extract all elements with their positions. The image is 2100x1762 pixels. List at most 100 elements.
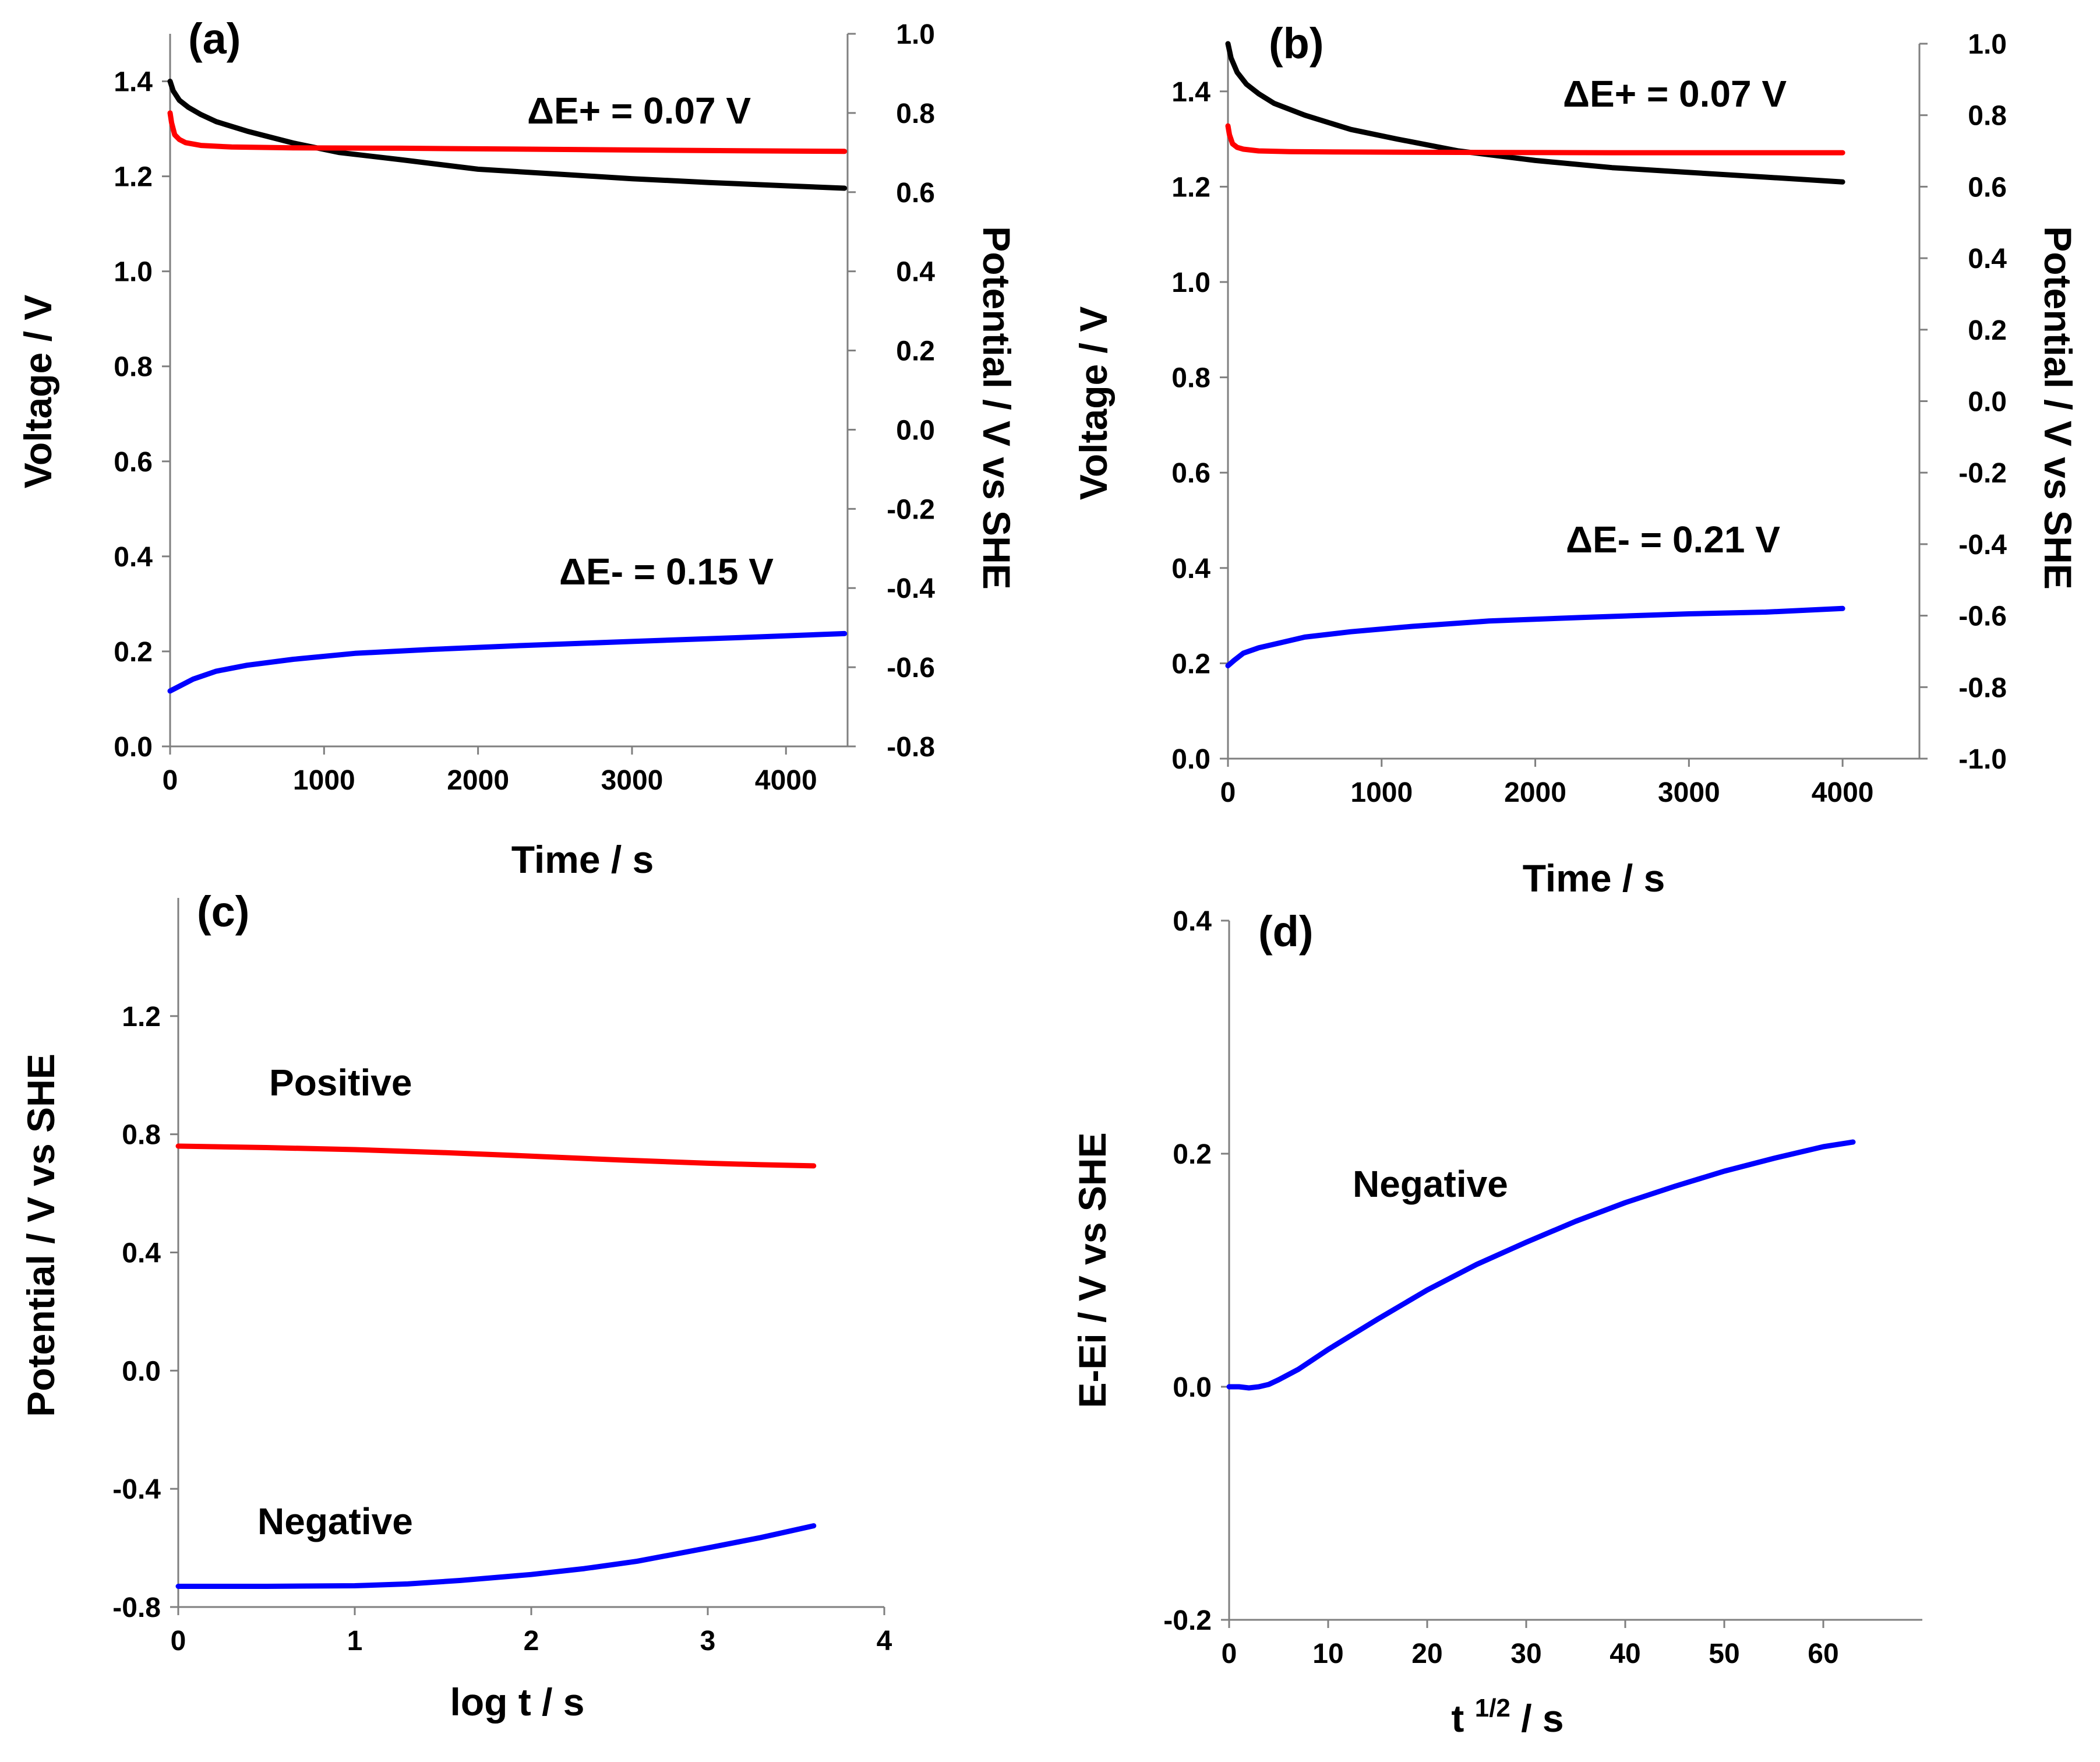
y2-tick-label: 1.0 [1968, 29, 2007, 60]
x-tick-label: 4 [877, 1626, 892, 1657]
x-tick-label: 1000 [293, 765, 355, 796]
y2-tick-label: 0.0 [896, 415, 935, 446]
y-tick-label: 0.2 [1171, 649, 1210, 679]
x-tick-label: 30 [1510, 1638, 1541, 1669]
x-tick-label: 50 [1709, 1638, 1739, 1669]
x-tick-label: 40 [1610, 1638, 1640, 1669]
x-tick-label: 2 [524, 1626, 539, 1657]
y-tick-label: 1.0 [1171, 267, 1210, 298]
x-tick-label: 60 [1808, 1638, 1838, 1669]
y-tick-label: 0.4 [1173, 906, 1212, 937]
y-tick-label: 0.0 [114, 732, 153, 763]
y2-axis-label: Potential / V vs SHE [2037, 226, 2080, 590]
y-tick-label: 0.0 [122, 1356, 161, 1387]
x-tick-label: 2000 [447, 765, 509, 796]
y2-tick-label: 0.6 [896, 178, 935, 209]
y2-tick-label: 0.2 [896, 336, 935, 367]
y-axis-label: Potential / V vs SHE [19, 1053, 62, 1417]
panel-label: (d) [1258, 907, 1314, 956]
y-tick-label: 0.2 [1173, 1139, 1212, 1170]
x-tick-label: 0 [1220, 777, 1236, 808]
y2-tick-label: 1.0 [896, 19, 935, 50]
x-axis-label: Time / s [1523, 857, 1665, 900]
x-axis-label: log t / s [450, 1680, 585, 1724]
y2-axis-label: Potential / V vs SHE [975, 226, 1018, 590]
y-tick-label: -0.8 [112, 1592, 161, 1623]
y-tick-label: 0.6 [1171, 458, 1210, 489]
y-tick-label: -0.2 [1163, 1605, 1212, 1636]
y-tick-label: 0.0 [1173, 1372, 1212, 1403]
annotation: ΔE+ = 0.07 V [1563, 73, 1787, 115]
y2-tick-label: 0.0 [1968, 387, 2007, 418]
y-tick-label: 0.8 [1171, 363, 1210, 394]
annotation: Positive [269, 1062, 412, 1104]
annotation: ΔE- = 0.15 V [559, 551, 774, 593]
y-tick-label: 0.0 [1171, 744, 1210, 775]
y-axis-label: Voltage / V [1072, 306, 1115, 501]
y2-tick-label: -0.8 [1958, 672, 2007, 703]
y2-tick-label: 0.6 [1968, 172, 2007, 203]
x-tick-label: 4000 [1812, 777, 1874, 808]
series-line-negative [175, 1523, 817, 1589]
x-axis-label: t 1/2 / s [1451, 1694, 1563, 1740]
y2-tick-label: -0.8 [887, 732, 935, 763]
y-tick-label: 0.8 [114, 352, 153, 383]
y-axis-label: E-Ei / V vs SHE [1071, 1132, 1114, 1408]
series-line-negative [167, 630, 848, 694]
x-tick-label: 0 [163, 765, 178, 796]
y-tick-label: 0.8 [122, 1120, 161, 1151]
y2-tick-label: -0.4 [887, 573, 935, 604]
x-tick-label: 1000 [1350, 777, 1413, 808]
panel-label: (a) [188, 15, 241, 63]
x-tick-label: 0 [171, 1626, 186, 1657]
panel-label: (b) [1269, 19, 1324, 68]
x-tick-label: 3000 [601, 765, 663, 796]
annotation: ΔE+ = 0.07 V [527, 90, 751, 132]
y-tick-label: 1.0 [114, 257, 153, 288]
y-tick-label: 0.2 [114, 637, 153, 668]
y-tick-label: 0.6 [114, 447, 153, 478]
x-tick-label: 4000 [755, 765, 817, 796]
x-tick-label: 0 [1222, 1638, 1237, 1669]
y-axis-label: Voltage / V [16, 295, 59, 489]
chart-panel-2: 0 1000 2000 3000 4000 0.0 0.2 0.4 0.6 0.8 1.0 1.2 1.… [1072, 19, 2080, 900]
y-tick-label: 1.4 [1171, 77, 1210, 108]
y2-tick-label: -0.4 [1958, 530, 2007, 561]
y2-tick-label: 0.8 [1968, 101, 2007, 132]
x-tick-label: 3000 [1658, 777, 1720, 808]
annotation: Negative [1353, 1163, 1508, 1205]
y-tick-label: 0.4 [1171, 554, 1210, 584]
annotation: Negative [257, 1500, 413, 1542]
y2-tick-label: -0.6 [1958, 601, 2007, 632]
chart-panel-1: 0 1000 2000 3000 4000 0.0 0.2 0.4 0.6 0.8 1.0 1.2 1.… [16, 15, 1018, 881]
y2-tick-label: -0.2 [887, 494, 935, 525]
y2-tick-label: 0.8 [896, 98, 935, 129]
y-tick-label: 1.2 [1171, 172, 1210, 203]
series-line-positive [167, 110, 848, 154]
series-line-positive [175, 1143, 817, 1169]
y2-tick-label: -0.6 [887, 653, 935, 683]
chart-panel-3: 0 1 2 3 4 -0.8 -0.4 0.0 0.4 0.8 1.2 log t / s Potent… [19, 887, 892, 1724]
x-axis-label: Time / s [511, 838, 654, 881]
y2-tick-label: -1.0 [1958, 744, 2007, 775]
annotation: ΔE- = 0.21 V [1566, 519, 1780, 561]
y-tick-label: 1.2 [114, 162, 153, 193]
y-tick-label: 1.2 [122, 1002, 161, 1032]
y2-tick-label: 0.4 [896, 257, 935, 288]
x-tick-label: 10 [1312, 1638, 1343, 1669]
series-line-cell-voltage [1225, 41, 1845, 185]
panel-label: (c) [197, 887, 249, 936]
chart-panel-4: 0 10 20 30 40 50 60 -0.2 0.0 0.2 0.4 t 1/2 / s E-Ei … [1071, 906, 1922, 1740]
series-line-negative [1225, 605, 1845, 668]
x-tick-label: 20 [1411, 1638, 1442, 1669]
y-tick-label: 0.4 [122, 1238, 161, 1269]
y-tick-label: 0.4 [114, 542, 153, 573]
y-tick-label: 1.4 [114, 67, 153, 98]
x-tick-label: 3 [700, 1626, 716, 1657]
x-tick-label: 2000 [1504, 777, 1566, 808]
y-tick-label: -0.4 [112, 1474, 161, 1505]
y2-tick-label: -0.2 [1958, 458, 2007, 489]
x-tick-label: 1 [347, 1626, 363, 1657]
y2-tick-label: 0.4 [1968, 244, 2007, 274]
